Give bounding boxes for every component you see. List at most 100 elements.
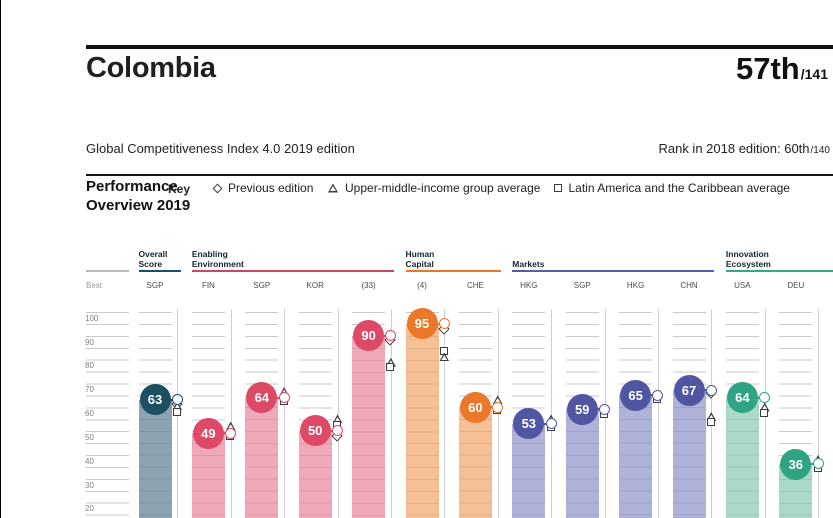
best-row-label: Best [86, 281, 103, 290]
bar [512, 423, 546, 518]
marker-score-dot [171, 394, 183, 406]
group-underline [725, 270, 833, 272]
y-tick: 30 [85, 480, 94, 490]
marker-line [551, 309, 553, 518]
marker-line [818, 309, 820, 518]
bar [458, 407, 492, 518]
marker-region-average [386, 362, 395, 371]
previous-rank-total: /140 [810, 145, 830, 156]
marker-income-group-average [279, 387, 290, 397]
bar [672, 390, 706, 518]
marker-region-average [706, 418, 715, 427]
score-connector [378, 334, 392, 337]
score-connector [325, 429, 339, 432]
marker-income-group-average [492, 395, 503, 405]
bar [565, 409, 599, 518]
marker-score-dot [705, 384, 717, 396]
score-connector [592, 408, 606, 411]
marker-income-group-average [172, 401, 183, 411]
marker-line [657, 309, 659, 518]
score-connector [218, 432, 232, 435]
bar [138, 399, 172, 518]
column-best: SGP [253, 281, 271, 290]
legend-item-region-average: Latin America and the Caribbean average [554, 181, 790, 195]
bar [725, 397, 759, 518]
best-rule [86, 270, 129, 272]
column-best: HKG [626, 281, 645, 290]
y-tick: 20 [85, 504, 94, 514]
marker-score-dot [812, 458, 824, 470]
score-circle: 36 [780, 448, 812, 480]
score-circle: 53 [513, 408, 545, 440]
column-best: CHN [680, 281, 698, 290]
section-title-line1: Performance [86, 178, 178, 195]
diamond-icon [212, 183, 223, 193]
header-rule [86, 45, 833, 49]
score-circle: 59 [566, 393, 598, 425]
marker-line [390, 309, 392, 518]
score-connector [752, 396, 766, 399]
score-connector [271, 396, 285, 399]
group-underline [138, 270, 181, 272]
column-best: (33) [361, 281, 376, 290]
marker-score-dot [599, 403, 610, 415]
marker-score-dot [332, 425, 343, 437]
legend-key-label: Key [168, 182, 191, 196]
legend-item-previous-edition: Previous edition [212, 181, 313, 195]
triangle-icon [328, 183, 338, 193]
score-circle: 95 [406, 308, 438, 340]
section-title: Performance Overview 2019 [86, 178, 190, 215]
legend-item-label: Upper-middle-income group average [345, 181, 541, 195]
country-title: Colombia [86, 52, 216, 84]
marker-score-dot [225, 427, 237, 439]
rank-total: /141 [800, 66, 828, 82]
column-best: CHE [466, 281, 484, 290]
score-circle: 65 [620, 379, 652, 411]
score-connector [645, 394, 659, 397]
marker-income-group-average [759, 402, 770, 412]
bar [405, 323, 439, 518]
score-circle: 67 [673, 374, 705, 406]
marker-line [284, 309, 286, 518]
y-tick: 40 [85, 456, 94, 466]
edition-subtitle: Global Competitiveness Index 4.0 2019 ed… [86, 141, 355, 156]
y-tick: 100 [85, 313, 99, 323]
bar [619, 395, 653, 518]
previous-rank: Rank in 2018 edition: 60th /140 [658, 141, 830, 156]
section-rule [86, 174, 833, 176]
section-title-line2: Overview 2019 [86, 196, 191, 214]
y-tick: 60 [85, 409, 94, 419]
score-connector [699, 389, 712, 392]
score-circle: 50 [299, 415, 331, 447]
marker-score-dot [545, 418, 557, 430]
score-circle: 64 [726, 382, 758, 414]
score-connector [165, 398, 178, 401]
column-best: DEU [787, 281, 805, 290]
score-connector [432, 322, 445, 325]
score-connector [485, 406, 499, 409]
marker-score-dot [385, 330, 397, 342]
group-header: Innovation Ecosystem [725, 249, 771, 269]
group-header: Human Capital [405, 249, 435, 269]
marker-line [230, 309, 232, 518]
group-header: Overall Score [138, 249, 168, 269]
marker-income-group-average [439, 352, 450, 362]
column-best: FIN [201, 281, 215, 290]
y-tick: 50 [85, 432, 94, 442]
y-tick: 80 [85, 361, 94, 371]
column-best: SGP [573, 281, 591, 290]
score-circle: 49 [192, 417, 224, 449]
legend-item-label: Latin America and the Caribbean average [568, 181, 790, 195]
legend-item-income-group-average: Upper-middle-income group average [328, 181, 540, 195]
score-circle: 60 [459, 391, 491, 423]
marker-score-dot [438, 318, 450, 330]
bar [245, 397, 279, 518]
group-header: Markets [512, 258, 545, 269]
y-tick: 70 [85, 385, 94, 395]
score-connector [538, 422, 552, 425]
group-underline [191, 270, 395, 272]
marker-income-group-average [706, 412, 717, 422]
marker-line [337, 309, 339, 518]
score-circle: 90 [353, 320, 385, 352]
